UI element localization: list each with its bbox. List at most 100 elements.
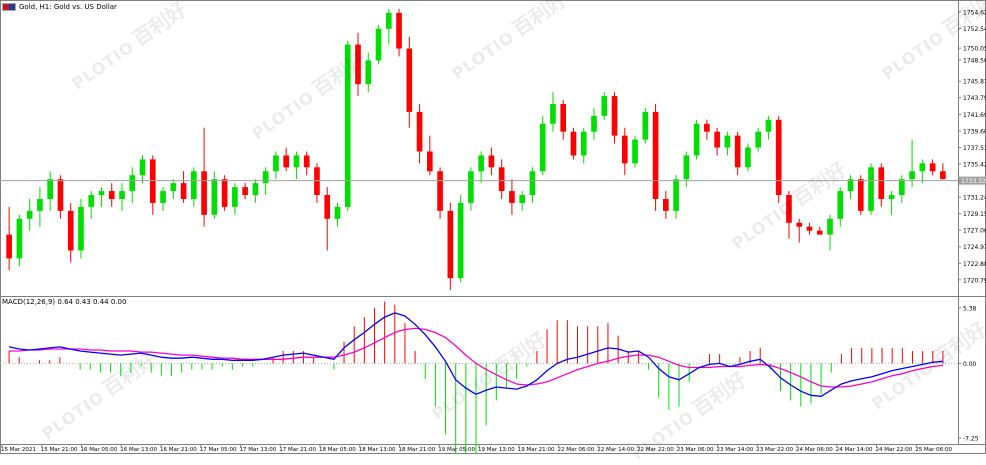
candle bbox=[816, 226, 823, 235]
candle bbox=[26, 198, 33, 231]
candle bbox=[437, 167, 443, 219]
time-tick-label: 23 Mar 14:00 bbox=[717, 447, 754, 453]
candle bbox=[334, 202, 341, 227]
candle bbox=[796, 218, 803, 243]
candle bbox=[139, 155, 146, 184]
candle bbox=[899, 175, 905, 203]
candle-body bbox=[837, 191, 844, 219]
price-tick-label: 1743.79 bbox=[963, 95, 986, 102]
candle bbox=[129, 167, 136, 203]
candle bbox=[621, 127, 628, 176]
candle bbox=[919, 159, 926, 184]
candle bbox=[191, 167, 197, 207]
candle bbox=[806, 222, 813, 235]
candle-body bbox=[57, 179, 64, 211]
candle bbox=[314, 163, 320, 203]
chart-title: Gold, H1: Gold vs. US Dollar bbox=[19, 2, 117, 11]
macd-tick-label: -7.25 bbox=[963, 436, 979, 443]
price-tick-label: 1722.88 bbox=[963, 261, 986, 268]
candle bbox=[447, 202, 454, 291]
candle bbox=[344, 40, 351, 211]
candle bbox=[642, 107, 649, 144]
candle-body bbox=[273, 155, 279, 172]
candle bbox=[601, 92, 608, 120]
candle-body bbox=[406, 48, 413, 112]
candle bbox=[406, 36, 413, 128]
candle bbox=[734, 131, 741, 176]
candle-body bbox=[632, 139, 638, 164]
candle bbox=[211, 171, 218, 219]
candle bbox=[98, 187, 105, 207]
time-tick-label: 17 Mar 13:00 bbox=[240, 447, 277, 453]
candle bbox=[242, 183, 248, 199]
candle-body bbox=[847, 179, 854, 192]
candle-body bbox=[478, 155, 484, 172]
candle-body bbox=[693, 123, 700, 156]
candle bbox=[78, 198, 84, 259]
candle-body bbox=[180, 183, 187, 199]
candle-body bbox=[745, 147, 751, 168]
candle-body bbox=[334, 206, 341, 219]
candle-body bbox=[519, 195, 525, 203]
candle bbox=[365, 52, 372, 93]
candle bbox=[324, 187, 331, 251]
candle bbox=[468, 167, 474, 211]
candle bbox=[673, 175, 679, 219]
time-tick-label: 19 Mar 13:00 bbox=[478, 447, 515, 453]
time-tick-label: 24 Mar 14:00 bbox=[836, 447, 873, 453]
candle bbox=[775, 115, 782, 203]
candle-body bbox=[909, 171, 915, 180]
price-tick-label: 1729.15 bbox=[963, 211, 986, 218]
candle-body bbox=[416, 111, 423, 152]
candle bbox=[611, 92, 618, 144]
candle bbox=[529, 167, 536, 203]
candle bbox=[591, 107, 597, 140]
candle bbox=[857, 175, 864, 215]
candle-body bbox=[498, 167, 505, 192]
candle bbox=[16, 214, 23, 267]
candle-body bbox=[160, 191, 166, 203]
time-tick-label: 19 Mar 05:00 bbox=[438, 447, 475, 453]
candle bbox=[293, 151, 300, 180]
candle bbox=[652, 103, 659, 211]
candle-body bbox=[283, 155, 289, 168]
candle-body bbox=[621, 135, 628, 164]
macd-tick-label: 0.00 bbox=[963, 361, 977, 368]
time-tick-label: 18 Mar 13:00 bbox=[359, 447, 396, 453]
candle bbox=[355, 32, 361, 97]
candle bbox=[745, 143, 751, 172]
candle bbox=[755, 127, 761, 152]
time-tick-label: 16 Mar 13:00 bbox=[120, 447, 157, 453]
candle-body bbox=[201, 171, 207, 215]
price-tick-label: 1735.42 bbox=[963, 161, 986, 168]
candle bbox=[888, 191, 895, 215]
candle-body bbox=[704, 123, 710, 132]
current-price-label: 1733.32 bbox=[961, 178, 986, 185]
candle-body bbox=[899, 179, 905, 196]
candle-body bbox=[786, 195, 792, 223]
candle bbox=[427, 135, 433, 176]
candle-body bbox=[601, 96, 608, 116]
candle-body bbox=[591, 115, 597, 132]
time-tick-label: 18 Mar 21:00 bbox=[399, 447, 436, 453]
candle bbox=[273, 151, 279, 180]
candle-body bbox=[242, 187, 248, 196]
candle bbox=[683, 151, 690, 188]
candle-body bbox=[47, 179, 53, 199]
candle-body bbox=[293, 155, 300, 168]
candle-body bbox=[365, 60, 372, 85]
candle bbox=[6, 206, 12, 271]
candle-body bbox=[816, 230, 823, 235]
candle bbox=[488, 147, 495, 176]
time-tick-label: 22 Mar 06:00 bbox=[558, 447, 595, 453]
price-tick-label: 1724.97 bbox=[963, 244, 986, 251]
candle-body bbox=[755, 131, 761, 148]
candle-body bbox=[252, 183, 259, 196]
price-tick-label: 1752.54 bbox=[963, 26, 986, 33]
time-tick-label: 16 Mar 21:00 bbox=[160, 447, 197, 453]
candle-body bbox=[673, 179, 679, 211]
time-tick-label: 17 Mar 05:00 bbox=[200, 447, 237, 453]
candle-body bbox=[509, 191, 515, 203]
candle bbox=[252, 179, 259, 203]
gold-flag-icon bbox=[2, 2, 16, 11]
